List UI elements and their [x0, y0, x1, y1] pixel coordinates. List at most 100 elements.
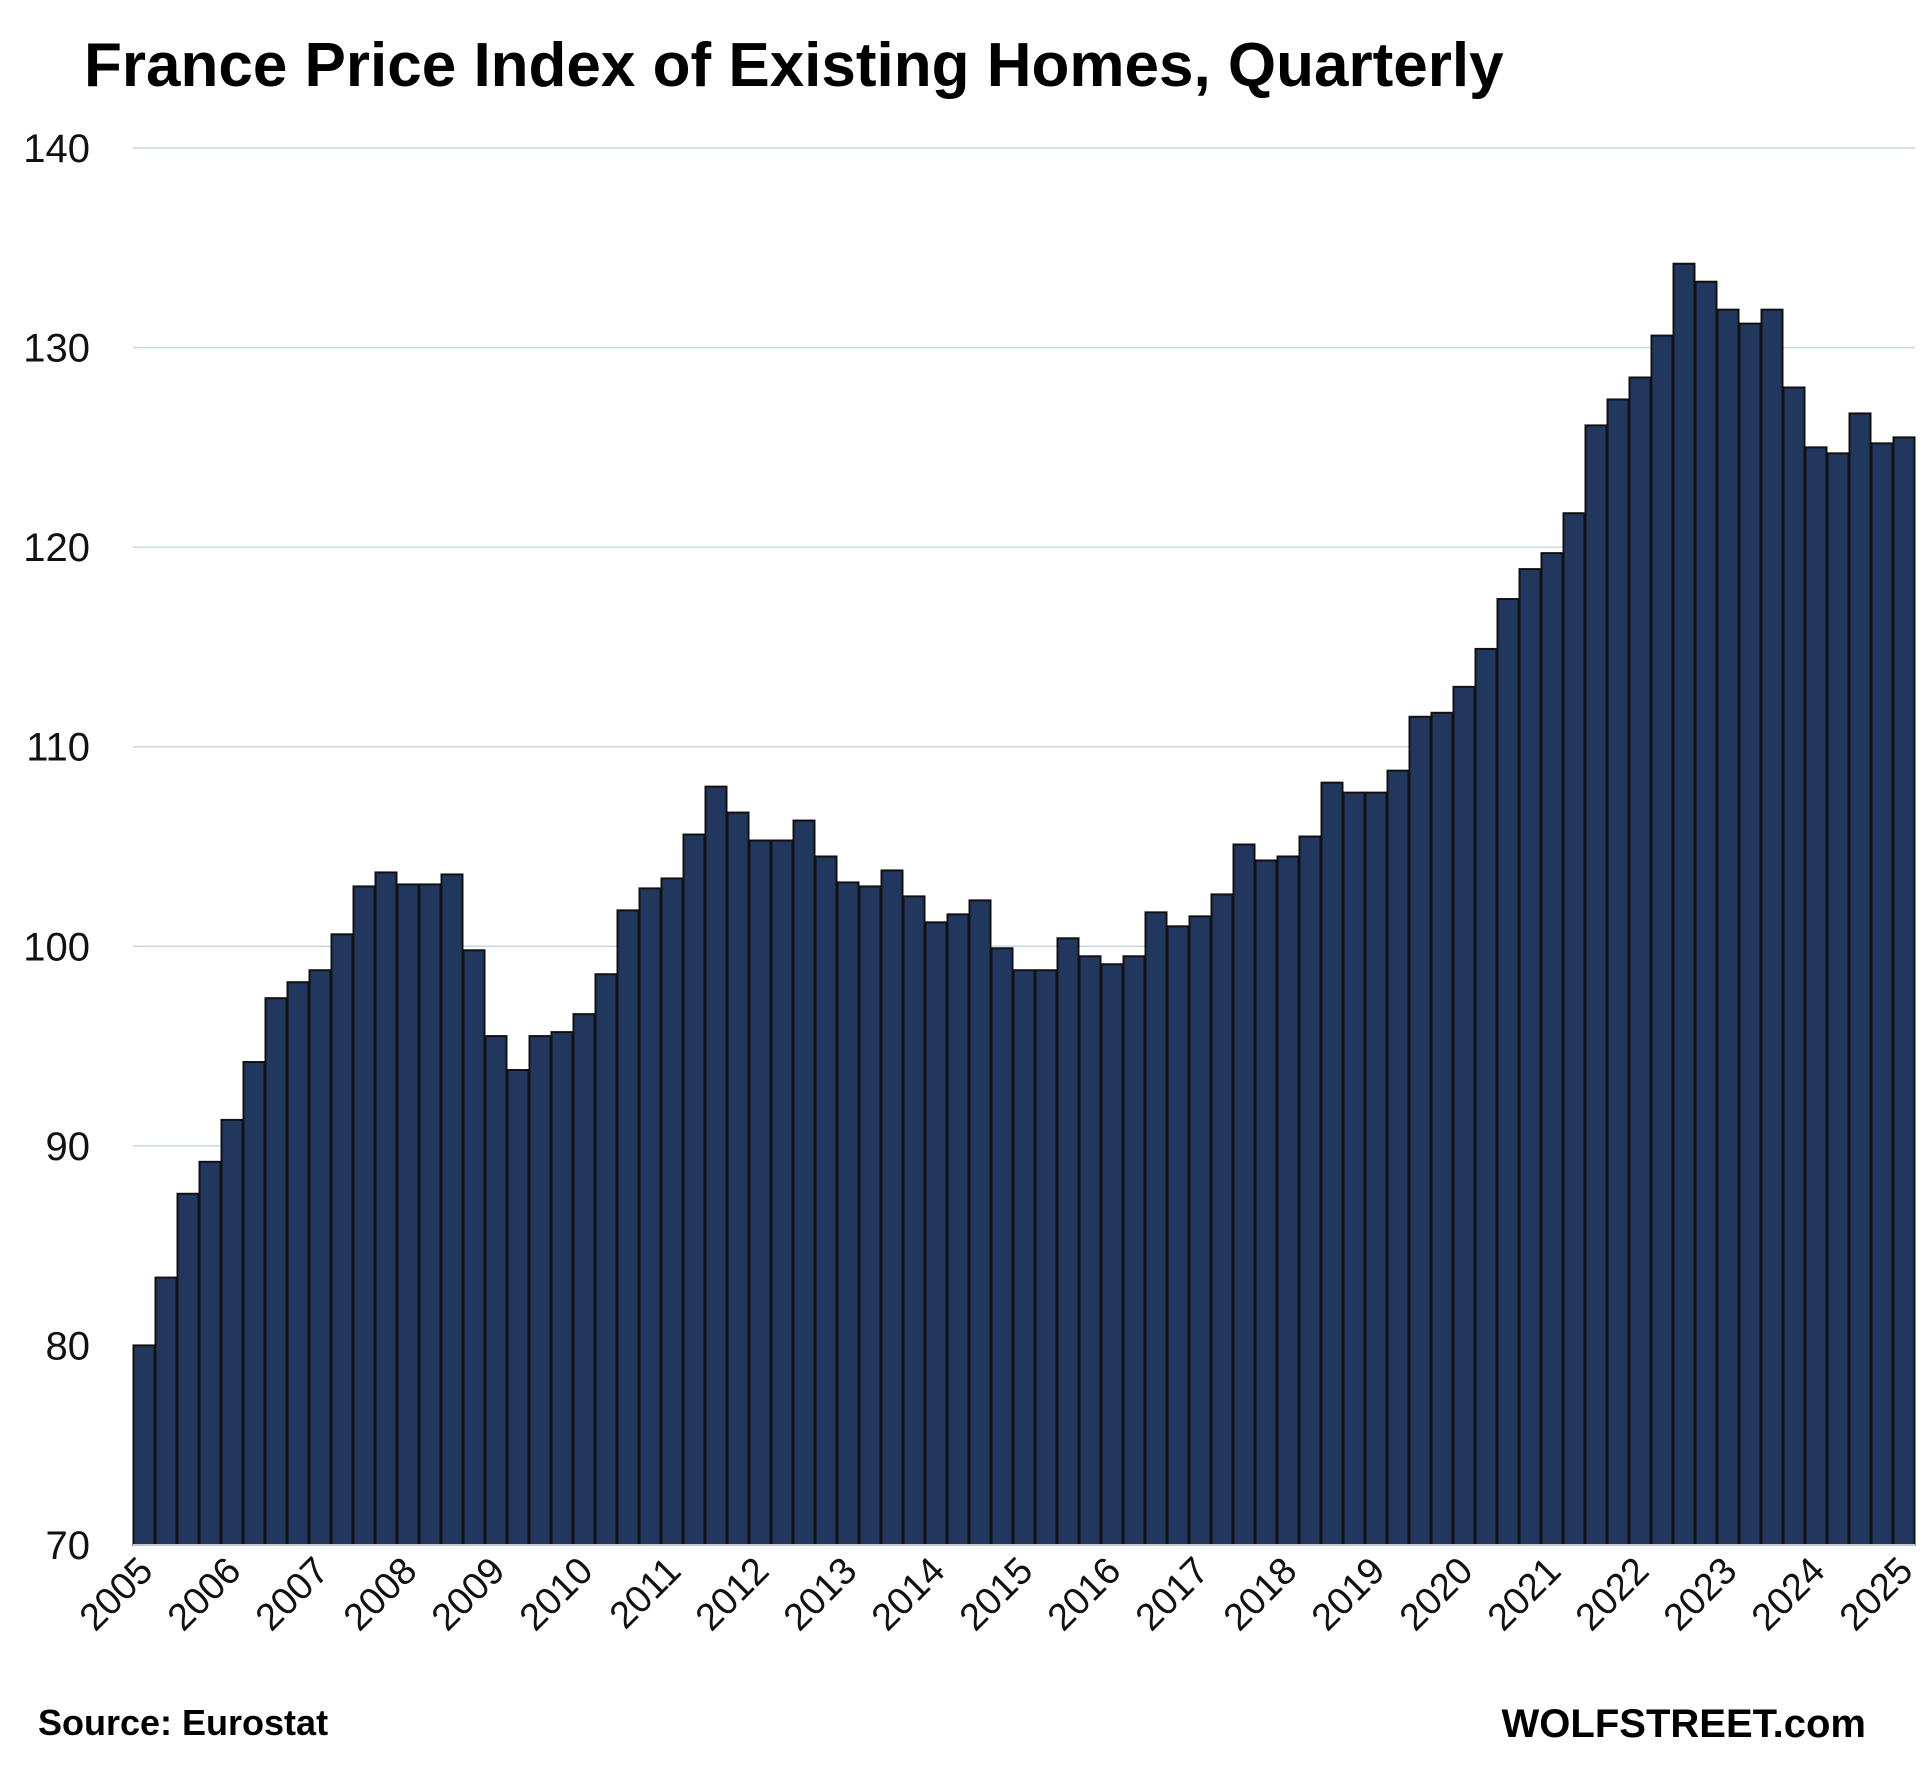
bar: 2009-Q2: 93.8 — [506, 1069, 530, 1547]
bar: 2017-Q4: 104.3 — [1254, 859, 1278, 1546]
y-tick-label: 120 — [23, 526, 90, 570]
bar: 2016-Q2: 99.5 — [1122, 955, 1146, 1546]
bar: 2016-Q1: 99.1 — [1100, 963, 1124, 1546]
bar: 2020-Q1: 113 — [1452, 685, 1476, 1546]
bar: 2022-Q1: 128.5 — [1628, 376, 1652, 1546]
bar: 2006-Q2: 94.2 — [242, 1061, 266, 1546]
bar: 2020-Q2: 114.9 — [1474, 647, 1498, 1546]
bar: 2012-Q4: 104.5 — [814, 855, 838, 1546]
bar: 2011-Q3: 108 — [704, 785, 728, 1546]
x-tick-label: 2015 — [952, 1550, 1041, 1639]
bar: 2023-Q3: 131.9 — [1760, 308, 1784, 1547]
x-tick-label: 2020 — [1392, 1550, 1481, 1639]
bar: 2017-Q3: 105.1 — [1232, 843, 1256, 1546]
y-tick-label: 110 — [26, 726, 90, 770]
bar: 2019-Q1: 107.7 — [1364, 791, 1388, 1546]
y-tick-label: 140 — [23, 127, 90, 171]
bar: 2010-Q2: 98.6 — [594, 973, 618, 1546]
bar: 2012-Q1: 105.3 — [748, 839, 772, 1546]
x-tick-label: 2016 — [1040, 1550, 1129, 1639]
bar: 2022-Q4: 133.3 — [1694, 280, 1718, 1546]
y-tick-label: 70 — [46, 1524, 91, 1568]
bar: 2017-Q2: 102.6 — [1210, 893, 1234, 1546]
chart-title: France Price Index of Existing Homes, Qu… — [84, 31, 1504, 100]
bar: 2024-Q3: 126.7 — [1848, 412, 1872, 1546]
bar: 2010-Q1: 96.6 — [572, 1013, 596, 1546]
bar: 2023-Q2: 131.2 — [1738, 322, 1762, 1547]
bar: 2017-Q1: 101.5 — [1188, 915, 1212, 1546]
x-tick-label: 2006 — [160, 1550, 249, 1639]
bar: 2016-Q4: 101 — [1166, 925, 1190, 1546]
x-tick-label: 2024 — [1744, 1550, 1833, 1639]
x-tick-label: 2019 — [1304, 1550, 1393, 1639]
x-tick-label: 2012 — [688, 1550, 777, 1639]
bar: 2005-Q1: 80 — [132, 1344, 156, 1547]
y-tick-label: 80 — [46, 1324, 91, 1368]
bar: 2013-Q3: 103.8 — [880, 869, 904, 1546]
bar: 2008-Q2: 103.1 — [418, 883, 442, 1546]
bar: 2006-Q3: 97.4 — [264, 997, 288, 1546]
bar: 2008-Q3: 103.6 — [440, 873, 464, 1546]
bar: 2016-Q3: 101.7 — [1144, 911, 1168, 1546]
bar: 2020-Q3: 117.4 — [1496, 598, 1520, 1546]
bar: 2023-Q1: 131.9 — [1716, 308, 1740, 1547]
bar: 2013-Q1: 103.2 — [836, 881, 860, 1546]
bar: 2008-Q4: 99.8 — [462, 949, 486, 1546]
bar: 2021-Q4: 127.4 — [1606, 398, 1630, 1547]
x-tick-label: 2022 — [1568, 1550, 1657, 1639]
x-tick-label: 2021 — [1480, 1550, 1569, 1639]
bar: 2011-Q4: 106.7 — [726, 811, 750, 1546]
bar: 2025-Q1: 125.5 — [1892, 436, 1916, 1547]
bar: 2005-Q3: 87.6 — [176, 1192, 200, 1546]
bar: 2009-Q3: 95.5 — [528, 1035, 552, 1547]
bar: 2014-Q1: 101.2 — [924, 921, 948, 1546]
bar: 2014-Q2: 101.6 — [946, 913, 970, 1546]
bar: 2018-Q4: 107.7 — [1342, 791, 1366, 1546]
brand-watermark: WOLFSTREET.com — [1501, 1702, 1866, 1746]
bar: 2012-Q3: 106.3 — [792, 819, 816, 1546]
bar: 2007-Q1: 98.8 — [308, 969, 332, 1546]
x-tick-label: 2017 — [1128, 1550, 1217, 1639]
bar: 2019-Q3: 111.5 — [1408, 715, 1432, 1546]
x-tick-label: 2018 — [1216, 1550, 1305, 1639]
x-tick-label: 2023 — [1656, 1550, 1745, 1639]
y-tick-label: 130 — [23, 327, 90, 371]
bar: 2006-Q4: 98.2 — [286, 981, 310, 1546]
bar: 2010-Q4: 102.9 — [638, 887, 662, 1546]
bar: 2023-Q4: 128 — [1782, 386, 1806, 1546]
bar: 2018-Q1: 104.5 — [1276, 855, 1300, 1546]
bar: 2022-Q2: 130.6 — [1650, 334, 1674, 1546]
y-tick-label: 100 — [23, 925, 90, 969]
x-tick-label: 2014 — [864, 1550, 953, 1639]
bar: 2021-Q1: 119.7 — [1540, 552, 1564, 1546]
bar: 2018-Q3: 108.2 — [1320, 781, 1344, 1546]
bar: 2014-Q4: 99.9 — [990, 947, 1014, 1546]
x-tick-label: 2009 — [424, 1550, 513, 1639]
bar: 2015-Q1: 98.8 — [1012, 969, 1036, 1546]
bar: 2015-Q3: 100.4 — [1056, 937, 1080, 1546]
bar: 2007-Q3: 103 — [352, 885, 376, 1546]
bar: 2009-Q4: 95.7 — [550, 1031, 574, 1546]
bar: 2008-Q1: 103.1 — [396, 883, 420, 1546]
bar: 2013-Q4: 102.5 — [902, 895, 926, 1546]
x-tick-label: 2010 — [512, 1550, 601, 1639]
bar: 2005-Q2: 83.4 — [154, 1276, 178, 1547]
source-note: Source: Eurostat — [38, 1702, 329, 1743]
bar: 2021-Q2: 121.7 — [1562, 512, 1586, 1546]
bar: 2024-Q1: 125 — [1804, 446, 1828, 1546]
bar: 2009-Q1: 95.5 — [484, 1035, 508, 1547]
x-tick-label: 2013 — [776, 1550, 865, 1639]
bar: 2018-Q2: 105.5 — [1298, 835, 1322, 1546]
x-tick-label: 2007 — [248, 1550, 337, 1639]
x-tick-label: 2008 — [336, 1550, 425, 1639]
bar: 2019-Q4: 111.7 — [1430, 711, 1454, 1546]
x-tick-label: 2025 — [1832, 1550, 1921, 1639]
bar: 2024-Q4: 125.2 — [1870, 442, 1894, 1546]
bar: 2011-Q1: 103.4 — [660, 877, 684, 1546]
bar: 2020-Q4: 118.9 — [1518, 568, 1542, 1546]
y-tick-label: 90 — [46, 1125, 91, 1169]
bar: 2022-Q3: 134.2 — [1672, 262, 1696, 1546]
bar: 2005-Q4: 89.2 — [198, 1160, 222, 1547]
bar: 2011-Q2: 105.6 — [682, 833, 706, 1546]
